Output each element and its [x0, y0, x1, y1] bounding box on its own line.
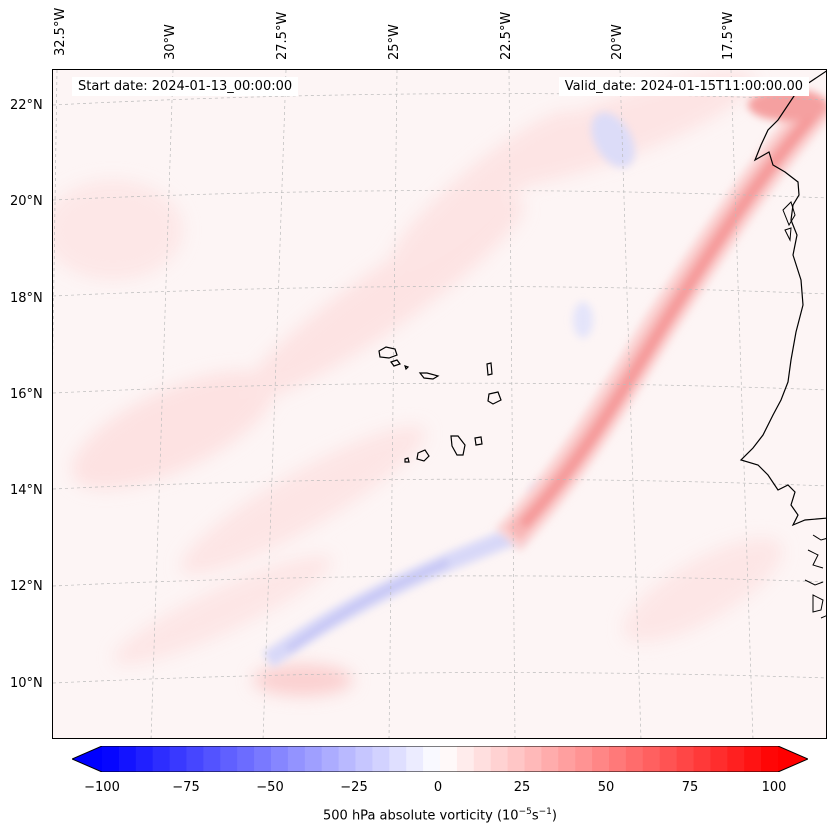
vorticity-map: [53, 70, 826, 738]
colorbar-cell: [541, 746, 559, 772]
lon-label-20w: 20°W: [610, 24, 625, 60]
lat-label-22n: 22°N: [10, 98, 43, 113]
colorbar-min-extend: [72, 746, 102, 772]
colorbar-cell: [321, 746, 340, 772]
lat-label-16n: 16°N: [10, 387, 43, 402]
lon-label-27-5w: 27.5°W: [275, 11, 290, 60]
colorbar-tick-label: 50: [597, 780, 615, 795]
colorbar-cell: [287, 746, 306, 772]
colorbar-cell: [761, 746, 779, 772]
colorbar-tick-label: 25: [513, 780, 531, 795]
gridlines: [53, 70, 826, 738]
lat-label-10n: 10°N: [10, 676, 43, 691]
colorbar-max-extend: [778, 746, 808, 772]
colorbar-cell: [575, 746, 593, 772]
colorbar-cell: [456, 746, 475, 772]
colorbar-cell: [203, 746, 221, 772]
colorbar-cell: [135, 746, 154, 772]
colorbar-tick-label: −75: [172, 780, 200, 795]
africa-coastline: [739, 70, 826, 527]
colorbar-cell: [304, 746, 323, 772]
colorbar-cell: [423, 746, 441, 772]
colorbar-cells: [102, 746, 779, 772]
colorbar-cell: [744, 746, 762, 772]
colorbar-cell: [102, 746, 120, 772]
colorbar-cell: [220, 746, 238, 772]
colorbar-cell: [372, 746, 390, 772]
colorbar-tick-label: 0: [433, 780, 443, 795]
colorbar: [72, 746, 808, 772]
valid-date-label: Valid_date: 2024-01-15T11:00:00.00: [558, 77, 809, 96]
colorbar-cell: [271, 746, 289, 772]
map-panel: [52, 69, 827, 739]
colorbar-tick-label: −25: [340, 780, 368, 795]
colorbar-cell: [254, 746, 272, 772]
lat-label-20n: 20°N: [10, 194, 43, 209]
colorbar-tick-label: 75: [681, 780, 699, 795]
colorbar-cell: [490, 746, 509, 772]
colorbar-cell: [609, 746, 627, 772]
colorbar-cell: [524, 746, 542, 772]
cape-verde-islands: [378, 346, 502, 463]
colorbar-cell: [118, 746, 137, 772]
colorbar-cell: [186, 746, 204, 772]
colorbar-cell: [406, 746, 424, 772]
start-date-label: Start date: 2024-01-13_00:00:00: [72, 77, 299, 96]
colorbar-tick-label: −50: [256, 780, 284, 795]
lon-label-25w: 25°W: [387, 24, 402, 60]
colorbar-cell: [152, 746, 171, 772]
colorbar-cell: [625, 746, 644, 772]
colorbar-cell: [642, 746, 661, 772]
colorbar-cell: [355, 746, 373, 772]
colorbar-cell: [676, 746, 694, 772]
colorbar-cell: [727, 746, 745, 772]
colorbar-cell: [710, 746, 728, 772]
colorbar-cell: [440, 746, 458, 772]
negative-vorticity-streak: [262, 112, 635, 668]
colorbar-cell: [473, 746, 492, 772]
positive-vorticity-band: [495, 88, 826, 552]
coastal-islets-north: [782, 201, 796, 242]
colorbar-cell: [507, 746, 525, 772]
colorbar-cell: [558, 746, 576, 772]
colorbar-cell: [169, 746, 187, 772]
colorbar-cell: [237, 746, 255, 772]
colorbar-tick-label: 100: [761, 780, 787, 795]
colorbar-cell: [592, 746, 610, 772]
colorbar-cell: [659, 746, 678, 772]
lon-label-22-5w: 22.5°W: [499, 11, 514, 60]
lon-label-32-5w: 32.5°W: [53, 7, 68, 56]
colorbar-cell: [693, 746, 711, 772]
lat-label-14n: 14°N: [10, 483, 43, 498]
lat-label-12n: 12°N: [10, 579, 43, 594]
lon-label-30w: 30°W: [163, 24, 178, 60]
coastal-islets-south: [804, 534, 826, 619]
lon-label-17-5w: 17.5°W: [721, 11, 736, 60]
lat-label-18n: 18°N: [10, 291, 43, 306]
colorbar-tick-label: −100: [84, 780, 120, 795]
colorbar-label: 500 hPa absolute vorticity (10−5s−1): [323, 807, 557, 824]
colorbar-cell: [389, 746, 407, 772]
weak-positive-patches: [53, 71, 783, 696]
colorbar-cell: [338, 746, 356, 772]
